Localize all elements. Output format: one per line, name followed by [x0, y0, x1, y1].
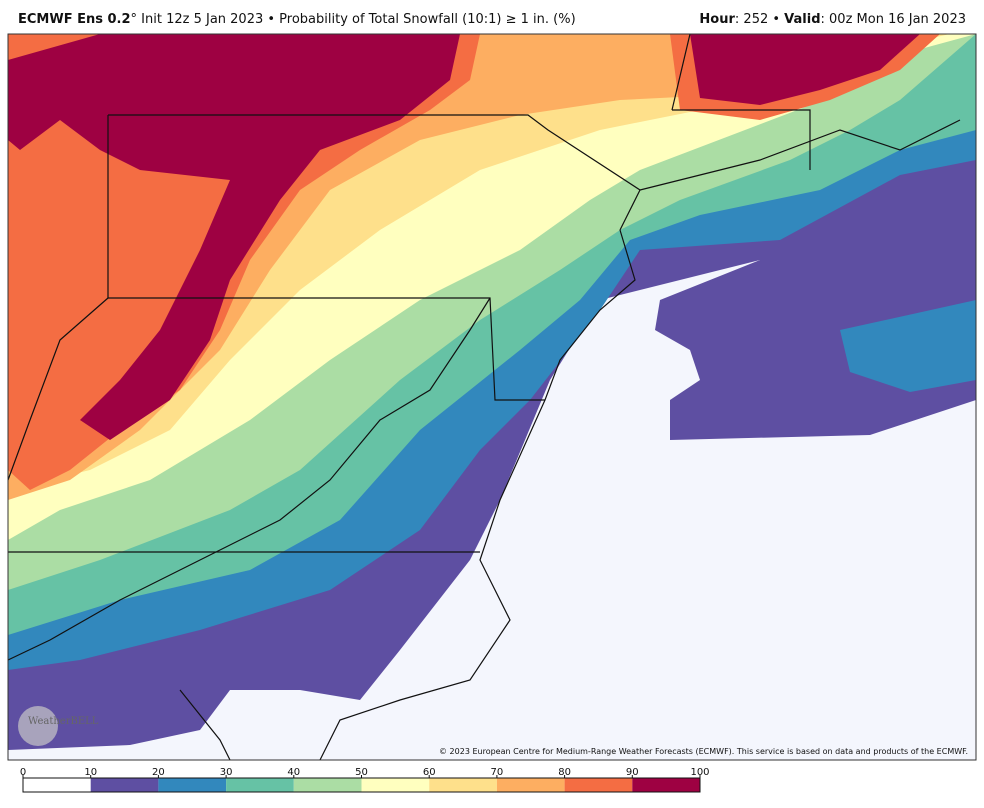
tick-label: 70 — [491, 767, 504, 778]
border — [108, 114, 641, 231]
attribution: © 2023 European Centre for Medium-Range … — [439, 747, 968, 756]
tick-label: 50 — [355, 767, 368, 778]
valid-value: : 00z Mon 16 Jan 2023 — [820, 12, 966, 27]
border — [671, 34, 691, 111]
border — [8, 297, 109, 481]
border — [179, 689, 231, 760]
colorbar-segment — [632, 778, 700, 792]
map-frame — [7, 33, 977, 761]
colorbar-segment — [23, 778, 91, 792]
valid-label: Valid — [784, 12, 821, 27]
border — [672, 109, 811, 170]
tick-label: 0 — [20, 767, 26, 778]
colorbar-segment — [564, 778, 633, 792]
model: ECMWF Ens 0.2 — [18, 12, 131, 27]
tick-label: 10 — [84, 767, 97, 778]
tick-label: 40 — [287, 767, 300, 778]
logo-mark — [18, 706, 58, 746]
tick-label: 20 — [152, 767, 165, 778]
colorbar-segment — [293, 778, 362, 792]
colorbar-segment — [226, 778, 294, 792]
colorbar-segment — [158, 778, 227, 792]
logo: WeatherBELL — [28, 716, 99, 727]
description: ° Init 12z 5 Jan 2023 • Probability of T… — [130, 12, 576, 27]
hour-label: Hour — [699, 12, 735, 27]
snow-field — [8, 34, 976, 760]
colorbar-segment — [429, 778, 497, 792]
colorbar-segment — [361, 778, 430, 792]
tick-label: 30 — [220, 767, 233, 778]
band-20-offshore — [840, 300, 976, 392]
tick-label: 80 — [558, 767, 571, 778]
tick-label: 90 — [626, 767, 639, 778]
colorbar-segment — [496, 778, 565, 792]
band-90 — [8, 34, 460, 440]
borders — [8, 34, 961, 760]
coast — [639, 119, 961, 191]
tick-label: 60 — [423, 767, 436, 778]
hour-value: : 252 • — [734, 12, 785, 27]
tick-label: 100 — [690, 767, 709, 778]
header: ECMWF Ens 0.2° Init 12z 5 Jan 2023 • Pro… — [18, 12, 966, 27]
title: ECMWF Ens 0.2° Init 12z 5 Jan 2023 • Pro… — [18, 12, 576, 27]
band-90-ne — [690, 34, 920, 105]
colorbar-segment — [90, 778, 159, 792]
border — [8, 297, 491, 661]
coast — [319, 229, 636, 760]
valid-time: Hour: 252 • Valid: 00z Mon 16 Jan 2023 — [699, 12, 966, 27]
colorbar: 0 10 20 30 40 50 60 70 80 90 100 — [20, 767, 710, 793]
